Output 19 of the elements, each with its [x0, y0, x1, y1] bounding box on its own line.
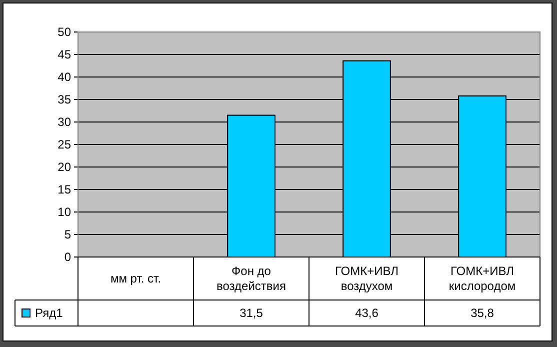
y-tick-label: 50 [58, 24, 72, 39]
data-label: 31,5 [240, 306, 264, 320]
data-label: 35,8 [470, 306, 494, 320]
y-tick-label: 15 [58, 182, 72, 196]
y-tick-label: 30 [58, 114, 72, 129]
y-tick-label: 25 [58, 137, 72, 152]
y-tick-label: 45 [58, 47, 72, 62]
y-tick-label: 0 [64, 250, 72, 264]
y-tick-label: 35 [58, 92, 72, 106]
x-tick-label: ГОМК+ИВЛ кислородом [448, 264, 516, 293]
x-tick-label: ГОМК+ИВЛ воздухом [334, 264, 399, 293]
y-tick-label: 20 [58, 160, 72, 174]
y-tick-label: 10 [58, 204, 72, 219]
data-label: 43,6 [355, 306, 379, 320]
y-tick-label: 5 [64, 227, 72, 242]
x-tick-label: Фон до воздействия [216, 264, 286, 293]
legend-label: Ряд1 [35, 306, 64, 320]
y-tick-label: 40 [58, 70, 72, 84]
x-tick-label: мм рт. ст. [110, 272, 162, 286]
